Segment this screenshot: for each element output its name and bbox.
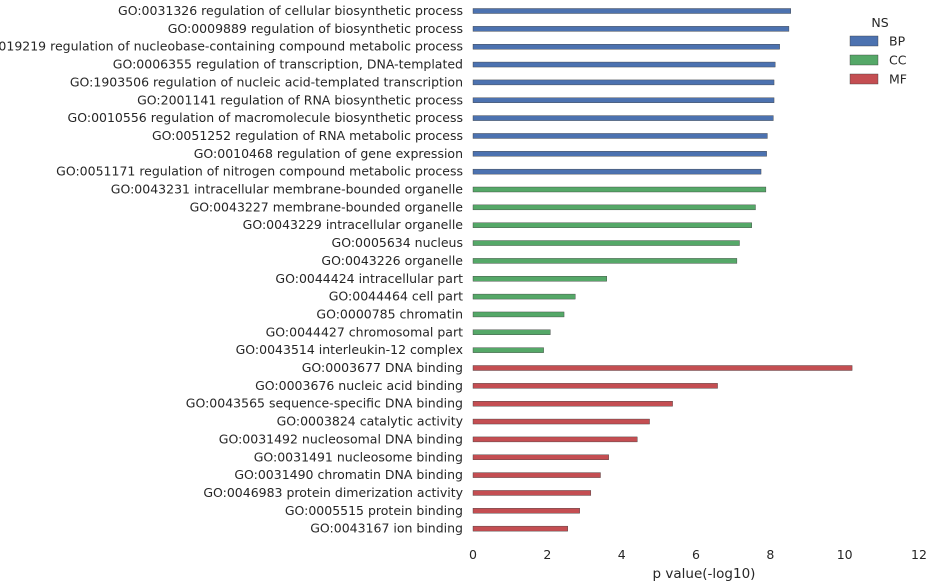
category-label: GO:0044464 cell part [329,289,463,304]
category-label: GO:0043167 ion binding [310,521,463,536]
x-tick-label: 6 [692,547,700,562]
category-label: GO:0043229 intracellular organelle [243,217,464,232]
legend-label-cc: CC [889,53,907,68]
bar-bp [472,151,767,157]
bar-bp [472,133,768,139]
bar-mf [472,490,592,496]
bar-bp [472,26,790,32]
category-label: GO:0005515 protein binding [285,503,463,518]
category-label: GO:0003676 nucleic acid binding [255,378,463,393]
category-label: GO:0031492 nucleosomal DNA binding [219,431,463,446]
bar-mf [472,401,673,407]
x-tick-label: 4 [618,547,626,562]
category-label: GO:0043226 organelle [321,253,463,268]
category-label: GO:0031491 nucleosome binding [254,449,463,464]
category-label: GO:0006355 regulation of transcription, … [113,57,463,72]
legend-swatch-bp [849,35,879,47]
legend-label-bp: BP [889,34,906,49]
category-label: GO:0010556 regulation of macromolecule b… [68,110,463,125]
category-label: GO:0043565 sequence-specific DNA binding [186,396,463,411]
legend-swatch-cc [849,54,879,66]
bar-cc [472,222,752,228]
category-label: GO:0031490 chromatin DNA binding [234,467,463,482]
x-tick-label: 10 [837,547,853,562]
bar-bp [472,44,780,50]
bar-cc [472,311,565,318]
x-tick-label: 2 [543,547,551,562]
category-label: GO:0044424 intracellular part [275,271,463,286]
bar-mf [472,383,718,389]
category-label: GO:0043227 membrane-bounded organelle [190,199,464,214]
bar-mf [472,418,650,425]
category-label: GO:0019219 regulation of nucleobase-cont… [0,39,463,54]
category-label: GO:0051252 regulation of RNA metabolic p… [152,128,463,143]
category-label: GO:0000785 chromatin [316,306,463,321]
category-label: GO:0005634 nucleus [332,235,463,250]
category-label: GO:0046983 protein dimerization activity [203,485,463,500]
bar-mf [472,454,609,460]
legend-swatch-mf [849,73,879,85]
category-label: GO:0010468 regulation of gene expression [194,146,463,161]
bar-bp [472,168,762,175]
bar-mf [472,525,568,532]
bar-cc [472,204,756,211]
bar-mf [472,365,853,371]
x-tick-label: 0 [469,547,477,562]
bar-bp [472,8,791,14]
legend: NS BP CC MF [849,15,907,87]
bar-cc [472,258,738,264]
x-axis-ticks: 0 2 4 6 8 10 12 [469,547,927,562]
legend-title: NS [871,15,888,30]
category-label: GO:2001141 regulation of RNA biosyntheti… [137,92,463,107]
bar-cc [472,186,767,193]
category-label: GO:1903506 regulation of nucleic acid-te… [70,74,463,89]
legend-label-mf: MF [889,72,907,87]
bar-mf [472,436,638,443]
category-label: GO:0043514 interleukin-12 complex [236,342,463,357]
bar-bp [472,61,776,68]
x-axis-title: p value(-log10) [653,566,756,582]
category-label: GO:0003677 DNA binding [302,360,463,375]
category-label: GO:0009889 regulation of biosynthetic pr… [168,21,463,36]
bar-cc [472,347,544,353]
category-label: GO:0031326 regulation of cellular biosyn… [118,3,463,18]
category-label: GO:0044427 chromosomal part [266,324,463,339]
bar-cc [472,276,608,282]
bar-bp [472,115,774,121]
category-label: GO:0043231 intracellular membrane-bounde… [111,182,464,197]
bar-bp [472,79,775,86]
bar-cc [472,240,740,246]
category-label: GO:0051171 regulation of nitrogen compou… [56,164,463,179]
bar-mf [472,472,601,478]
bar-cc [472,293,576,300]
bar-mf [472,508,580,514]
bar-bp [472,97,775,103]
x-tick-label: 12 [911,547,927,562]
category-labels: GO:0031326 regulation of cellular biosyn… [0,3,464,536]
x-tick-label: 8 [766,547,774,562]
bars-group [472,8,853,532]
category-label: GO:0003824 catalytic activity [277,414,464,429]
bar-cc [472,329,551,335]
